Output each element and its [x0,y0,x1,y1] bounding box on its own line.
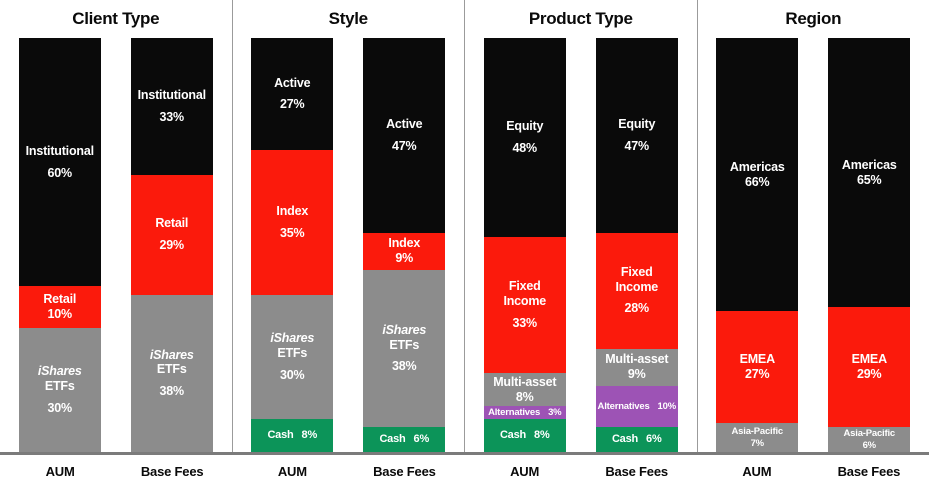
segment-label: Retail 10% [43,292,77,322]
segment-region-aum-americas: Americas 66% [716,38,799,312]
segment-label: Multi-asset 8% [493,375,557,404]
chart-area: Client Type Institutional 60% Retail 10% iSha… [0,0,929,455]
xlabel-group-client-type: AUM Base Fees [0,455,232,487]
bar-client-type-aum: Institutional 60% Retail 10% iShares ETFs 30% [18,38,101,453]
segment-region-aum-emea: EMEA 27% [716,311,799,424]
segment-label: Index 35% [276,203,309,240]
segment-label: iShares ETFs 30% [270,331,315,382]
segment-label: Cash 8% [499,428,550,441]
segment-label: Cash 6% [611,433,662,446]
segment-label: Fixed Income 28% [615,264,659,316]
xlabel-group-style: AUM Base Fees [232,455,464,487]
group-title-style: Style [328,9,368,28]
segment-product-type-base-fees-equity: Equity 47% [595,38,678,233]
segment-product-type-aum-alternatives: Alternatives 3% [483,406,566,419]
segment-style-aum-ishares-etfs: iShares ETFs 30% [251,294,334,419]
segment-client-type-aum-institutional: Institutional 60% [18,38,101,287]
segment-label: Equity 47% [618,117,656,153]
bar-style-base-fees: Active 47% Index 9% iShares ETFs 38% Cash 6% [363,38,446,452]
bars-region: Americas 66% EMEA 27% Asia-Pacific 7% Americas… [698,38,929,452]
segment-label: Alternatives 3% [488,407,562,419]
segment-style-aum-cash: Cash 8% [251,418,334,453]
x-axis-labels-row: AUM Base Fees AUM Base Fees AUM Base Fees AUM B… [0,455,929,487]
bar-product-type-base-fees: Equity 47% Fixed Income 28% Multi-asset 9% Alte… [595,38,678,453]
segment-label: Multi-asset 9% [605,352,669,382]
segment-style-aum-active: Active 27% [251,38,334,150]
bar-product-type-aum: Equity 48% Fixed Income 33% Multi-asset 8% Alte… [483,38,566,453]
segment-label: Institutional 33% [137,88,206,124]
group-title-region: Region [785,9,842,28]
segment-product-type-base-fees-alternatives: Alternatives 10% [595,385,678,428]
segment-label: Active 47% [386,117,423,153]
segment-product-type-base-fees-cash: Cash 6% [595,427,678,453]
bars-client-type: Institutional 60% Retail 10% iShares ETFs 30% I… [0,38,232,453]
segment-region-base-fees-emea: EMEA 29% [828,307,911,428]
segment-client-type-base-fees-ishares-etfs: iShares ETFs 38% [130,294,213,452]
segment-product-type-aum-cash: Cash 8% [483,418,566,453]
segment-label: Asia-Pacific 6% [843,428,896,451]
segment-label: iShares ETFs 38% [149,347,194,399]
segment-product-type-base-fees-multi-asset: Multi-asset 9% [595,348,678,386]
x-axis-label-product-type-base-fees: Base Fees [605,464,668,479]
segment-label: Fixed Income 33% [503,279,547,330]
segment-label: EMEA 29% [851,352,888,382]
segment-label: iShares ETFs 38% [382,322,427,374]
segment-label: Cash 8% [267,428,318,441]
segment-product-type-aum-fixed-income: Fixed Income 33% [483,236,566,374]
bars-style: Active 27% Index 35% iShares ETFs 30% Cash 8% Act… [233,38,465,453]
segment-style-base-fees-index: Index 9% [363,232,446,270]
x-axis-label-style-base-fees: Base Fees [373,464,436,479]
segment-label: Institutional 60% [25,143,94,180]
segment-product-type-base-fees-fixed-income: Fixed Income 28% [595,232,678,349]
segment-style-aum-index: Index 35% [251,149,334,295]
x-axis-label-region-base-fees: Base Fees [837,464,901,479]
bar-region-aum: Americas 66% EMEA 27% Asia-Pacific 7% [716,38,799,452]
bars-product-type: Equity 48% Fixed Income 33% Multi-asset 8% Alte… [465,38,697,453]
x-axis-label-region-aum: AUM [742,464,772,479]
segment-style-base-fees-active: Active 47% [363,38,446,233]
bar-client-type-base-fees: Institutional 33% Retail 29% iShares ETFs 38% [130,38,213,452]
segment-client-type-aum-ishares-etfs: iShares ETFs 30% [18,327,101,453]
x-axis-label-client-type-base-fees: Base Fees [140,464,204,479]
segment-label: EMEA 27% [739,352,776,382]
group-product-type: Product Type Equity 48% Fixed Income 33% Multi… [464,0,697,453]
group-region: Region Americas 66% EMEA 27% Asia-Pacific 7% Am… [696,0,929,452]
segment-client-type-aum-retail: Retail 10% [18,286,101,328]
segment-client-type-base-fees-retail: Retail 29% [130,174,213,295]
xlabel-group-region: AUM Base Fees [697,455,929,487]
segment-label: Active 27% [274,75,311,112]
x-axis-label-client-type-aum: AUM [45,464,75,479]
segment-label: Americas 66% [729,159,785,189]
segment-label: Alternatives 10% [597,400,677,412]
segment-region-aum-asia-pacific: Asia-Pacific 7% [716,423,799,452]
xlabel-group-product-type: AUM Base Fees [465,455,697,487]
segment-product-type-aum-equity: Equity 48% [483,38,566,237]
bar-style-aum: Active 27% Index 35% iShares ETFs 30% Cash 8% [251,38,334,453]
segment-product-type-aum-multi-asset: Multi-asset 8% [483,373,566,407]
segment-label: Index 9% [388,236,421,266]
segment-label: Asia-Pacific 7% [731,426,784,449]
segment-label: iShares ETFs 30% [37,364,82,415]
group-style: Style Active 27% Index 35% iShares ETFs 30% Cash… [231,0,465,453]
x-axis-label-style-aum: AUM [277,464,307,479]
bar-region-base-fees: Americas 65% EMEA 29% Asia-Pacific 6% [828,38,911,452]
segment-style-base-fees-ishares-etfs: iShares ETFs 38% [363,269,446,428]
segment-region-base-fees-americas: Americas 65% [828,38,911,308]
group-client-type: Client Type Institutional 60% Retail 10% iSha… [0,0,232,453]
segment-client-type-base-fees-institutional: Institutional 33% [130,38,213,175]
segment-label: Equity 48% [506,119,544,155]
group-title-product-type: Product Type [528,9,633,28]
segment-label: Americas 65% [841,157,897,187]
x-axis-label-product-type-aum: AUM [510,464,540,479]
segment-label: Cash 6% [379,433,430,446]
segment-label: Retail 29% [155,216,189,253]
group-title-client-type: Client Type [72,9,160,28]
segment-region-base-fees-asia-pacific: Asia-Pacific 6% [828,427,911,452]
segment-style-base-fees-cash: Cash 6% [363,427,446,452]
